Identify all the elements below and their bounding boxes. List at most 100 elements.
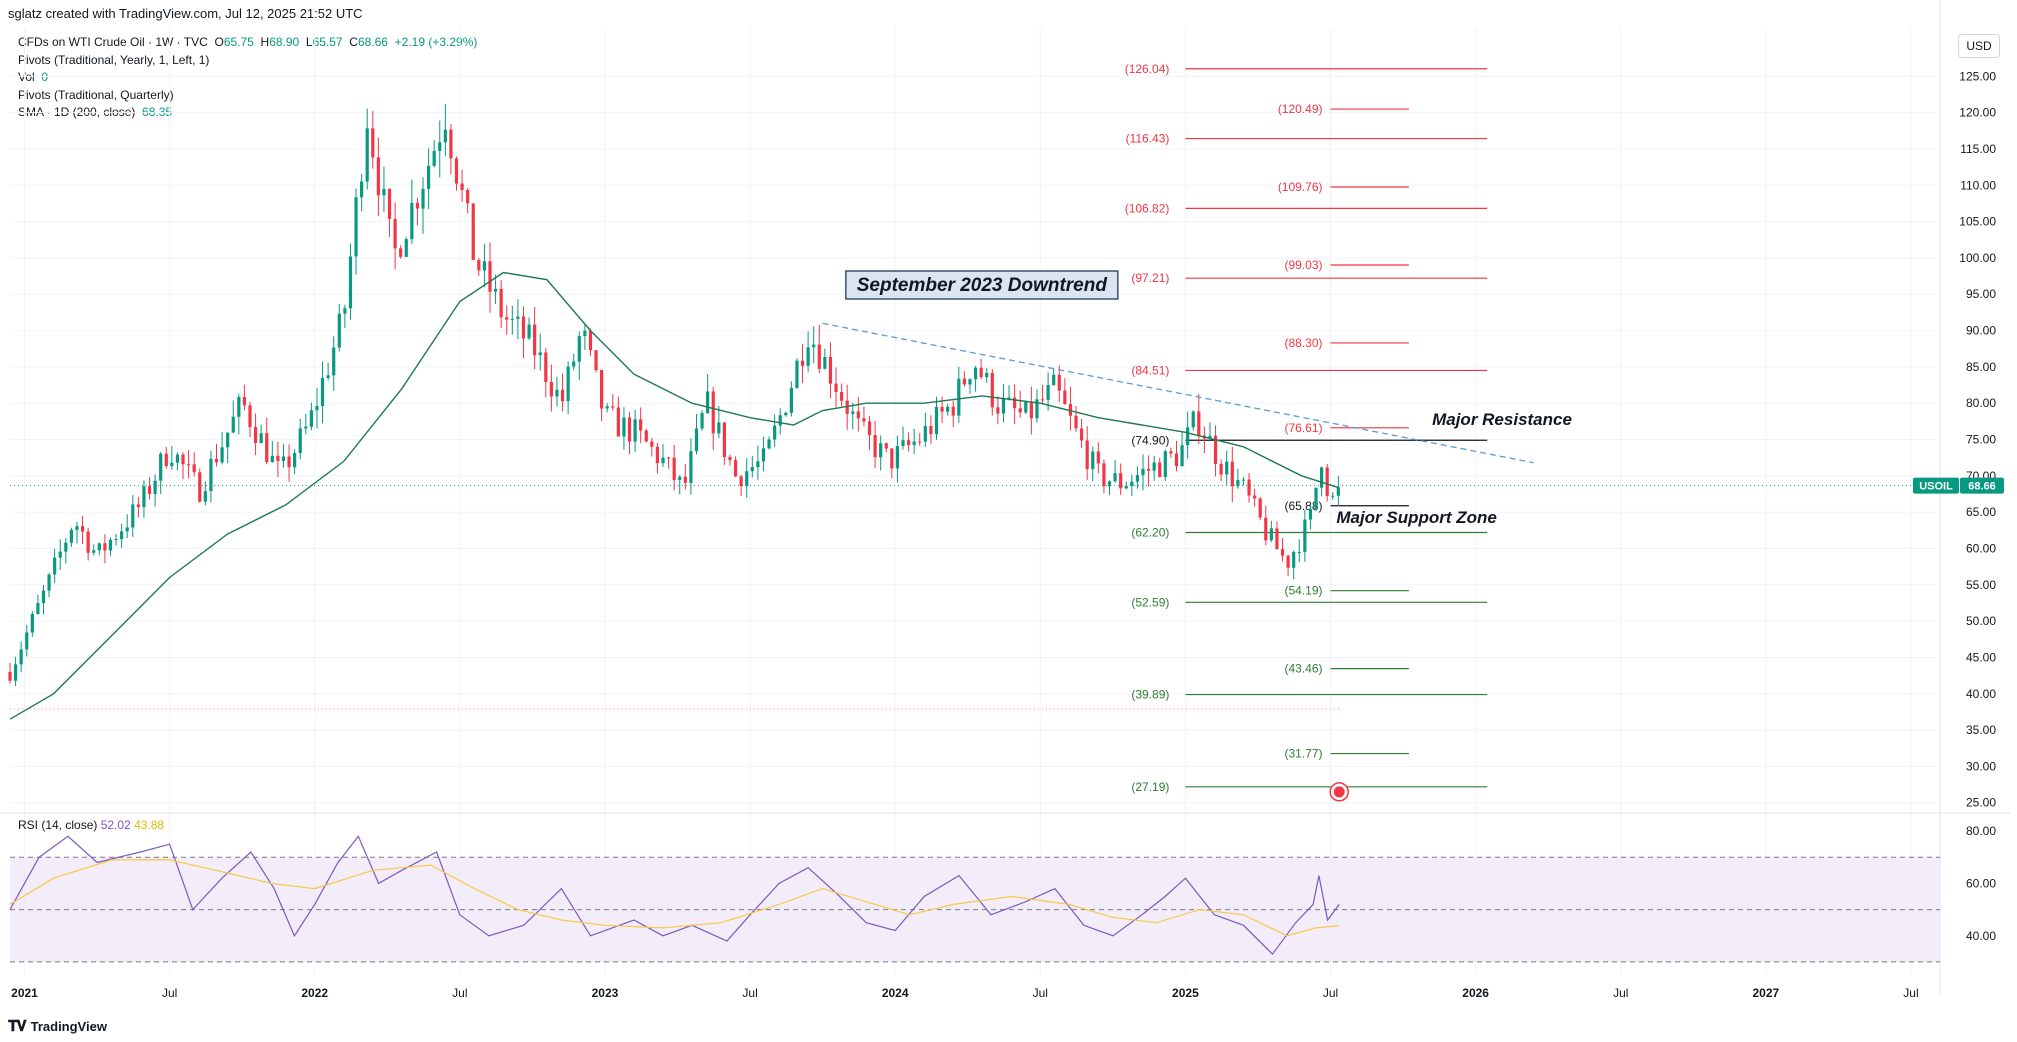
candle-body [253, 427, 258, 443]
price-tick-label: 85.00 [1966, 360, 1996, 374]
candle-body [750, 467, 754, 472]
candle-body [1096, 451, 1100, 464]
candle-body [957, 378, 961, 416]
candle-body [142, 486, 146, 508]
pivots-quarterly-legend[interactable]: Pivots (Traditional, Quarterly) [18, 87, 174, 102]
sma-legend[interactable]: SMA · 1D (200, close) 68.35 [18, 104, 477, 122]
candle-body [1068, 404, 1073, 416]
candle-body [711, 391, 715, 434]
candle-body [973, 367, 978, 380]
ohlc-open-label: O [214, 35, 224, 49]
candle-body [1174, 453, 1179, 467]
currency-button[interactable]: USD [1958, 34, 2000, 58]
candlestick-series [8, 104, 1340, 687]
candle-body [823, 357, 827, 369]
candle-body [41, 590, 46, 604]
last-price-badge-bg [1960, 477, 2004, 494]
quarterly-pivot-label: (99.03) [1284, 258, 1322, 272]
candle-body [689, 451, 693, 483]
candle-body [683, 476, 687, 483]
candle-body [1253, 495, 1257, 499]
candle-body [1063, 390, 1067, 405]
candle-body [348, 256, 353, 309]
candle-body [248, 405, 252, 428]
candle-body [1107, 481, 1112, 487]
volume-label: Vol [18, 70, 35, 84]
candle-body [203, 491, 207, 502]
candle-body [1046, 385, 1050, 400]
candle-body [1280, 549, 1285, 556]
chart-annotation: Major Resistance [1432, 410, 1572, 429]
candle-body [276, 455, 280, 461]
candle-body [650, 441, 654, 447]
price-tick-label: 60.00 [1966, 541, 1996, 555]
candle-body [343, 308, 347, 314]
candle-body [655, 446, 660, 464]
candle-body [399, 248, 403, 257]
candle-body [616, 407, 620, 437]
candle-body [879, 443, 883, 458]
candle-body [555, 389, 559, 397]
candle-body [315, 406, 319, 411]
candle-body [360, 181, 364, 198]
candle-body [19, 649, 23, 665]
candle-body [706, 391, 710, 414]
time-tick-label: 2026 [1462, 986, 1489, 1000]
price-tick-label: 100.00 [1959, 251, 1996, 265]
candle-body [404, 239, 408, 257]
candle-body [873, 434, 877, 458]
candle-body [136, 504, 140, 508]
candle-body [549, 381, 553, 397]
pivots-yearly-legend[interactable]: Pivots (Traditional, Yearly, 1, Left, 1) [18, 52, 210, 67]
candle-body [1247, 479, 1251, 496]
candle-body [1119, 473, 1123, 489]
candle-body [449, 129, 453, 159]
candle-body [1197, 411, 1201, 436]
quarterly-pivot-label: (43.46) [1284, 662, 1322, 676]
candle-body [493, 288, 498, 292]
candle-body [1163, 451, 1167, 478]
candle-body [25, 632, 29, 650]
candle-body [544, 352, 548, 382]
candle-body [1146, 468, 1151, 471]
candle-body [410, 202, 414, 240]
candle-body [990, 372, 994, 408]
candle-body [622, 417, 626, 437]
time-tick-label: 2023 [592, 986, 619, 1000]
candle-body [1052, 374, 1056, 386]
candle-body [1230, 461, 1234, 487]
candle-body [298, 428, 302, 454]
candle-body [226, 432, 230, 448]
candle-body [1269, 528, 1273, 541]
candle-body [828, 357, 833, 384]
sma-label: SMA · 1D (200, close) [18, 105, 136, 119]
candle-body [443, 129, 447, 143]
yearly-pivot-label: (84.51) [1131, 363, 1169, 377]
candle-body [147, 486, 152, 494]
candle-body [784, 412, 788, 416]
volume-legend[interactable]: Vol 0 [18, 69, 477, 87]
candle-body [672, 457, 676, 480]
yearly-pivot-label: (39.89) [1131, 688, 1169, 702]
candle-body [432, 151, 436, 166]
candle-body [1029, 402, 1033, 419]
candle-body [521, 316, 526, 339]
candle-body [1186, 427, 1190, 446]
rsi-tick-label: 40.00 [1966, 929, 1996, 943]
candle-body [159, 453, 163, 481]
candle-body [1225, 461, 1229, 475]
price-tick-label: 75.00 [1966, 433, 1996, 447]
candle-body [639, 419, 643, 431]
quarterly-pivot-label: (76.61) [1284, 421, 1322, 435]
candle-body [1319, 467, 1324, 488]
rsi-pane: 80.00 60.00 40.00 RSI (14, close) 52.02 43.… [9, 818, 1996, 963]
chart-annotation: Major Support Zone [1336, 508, 1497, 527]
candle-body [1286, 555, 1290, 568]
candle-body [817, 344, 821, 369]
candle-body [968, 379, 972, 385]
symbol-legend-row[interactable]: CFDs on WTI Crude Oil · 1W · TVC O65.75 … [18, 34, 477, 52]
candle-body [745, 471, 749, 487]
candle-body [376, 157, 380, 196]
candle-body [1336, 487, 1340, 496]
